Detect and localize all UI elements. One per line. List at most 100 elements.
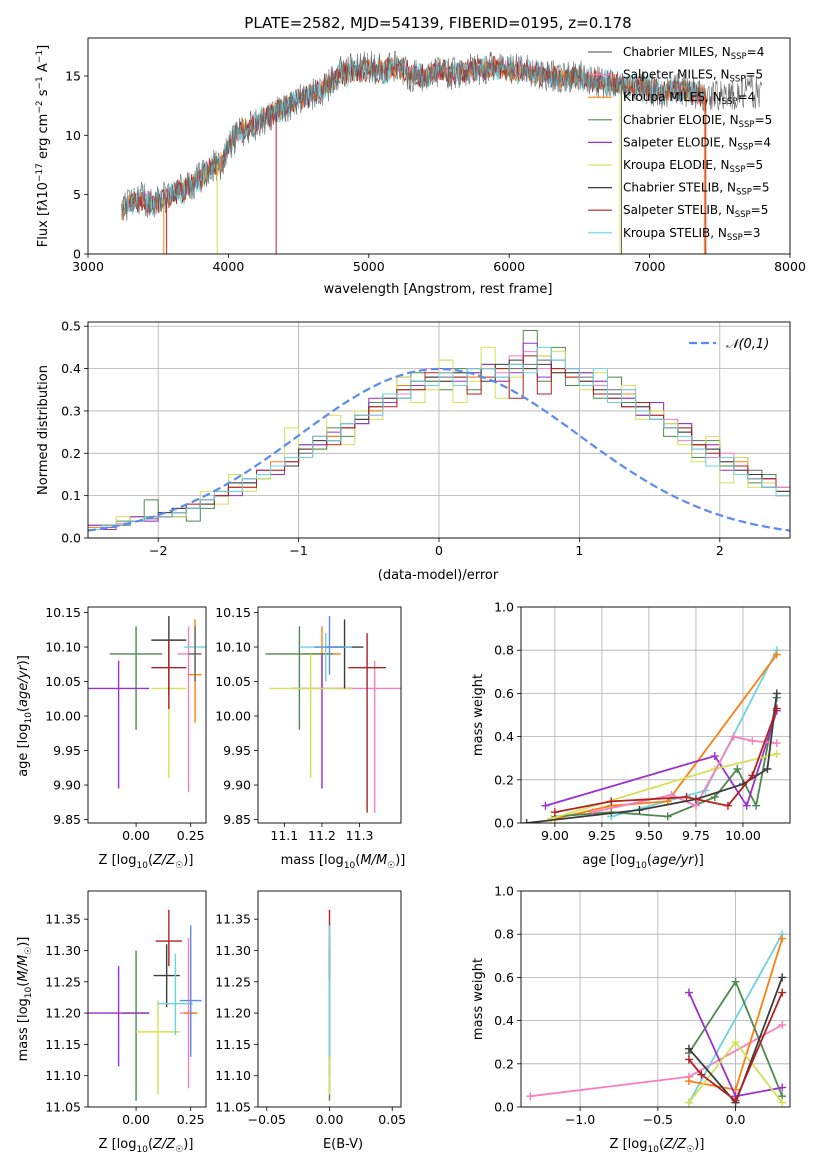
mass_vs_Z-ytick-label: 11.15 <box>45 1037 81 1052</box>
spectrum-xtick-label: 5000 <box>353 259 385 274</box>
spectrum-ytick-label: 15 <box>65 68 81 83</box>
weight_vs_Z-ytick-label: 0.2 <box>494 1056 514 1071</box>
mass-vs-Z-xlabel: Z [log10(Z/Z☉)] <box>99 1137 194 1155</box>
mass_vs_Z-ytick-label: 11.20 <box>45 1006 81 1021</box>
legend-label: Chabrier ELODIE, NSSP=5 <box>623 113 772 130</box>
weight_vs_age-marker <box>635 806 644 815</box>
weight_vs_Z-xtick-label: −0.5 <box>643 1112 673 1127</box>
residuals-ytick-label: 0.5 <box>61 319 81 334</box>
weight_vs_Z-marker <box>731 1096 740 1105</box>
weight_vs_age-ytick-label: 0.6 <box>494 686 514 701</box>
mass_vs_Z-ytick-label: 11.05 <box>45 1100 81 1115</box>
weight_vs_Z-marker <box>778 1020 787 1029</box>
weight_vs_age-marker <box>682 793 691 802</box>
weight_vs_age-marker <box>772 689 781 698</box>
legend-subscript: SSP <box>739 120 755 130</box>
weight_vs_age-ytick-label: 0.4 <box>494 729 514 744</box>
weight_vs_age-series-line <box>554 708 778 814</box>
weight_vs_age-series-line <box>526 693 778 823</box>
weight-vs-age-ylabel: mass weight <box>471 674 486 756</box>
weight_vs_age-xtick-label: 9.75 <box>682 828 710 843</box>
mass-vs-EBV-panel: −0.05 0.00 0.05 11.05 11.10 11.15 11.20 11.25 11… <box>215 890 406 1152</box>
weight-vs-Z-panel: −1.0 −0.5 0.0 0.0 0.2 0.4 0.6 0.8 1.0 Z [log10(Z… <box>471 884 791 1155</box>
residuals-ytick-label: 0.1 <box>61 488 81 503</box>
legend-value: =5 <box>745 68 763 82</box>
residuals-ytick-label: 0.2 <box>61 446 81 461</box>
mass_vs_Z-ytick-label: 11.25 <box>45 974 81 989</box>
legend-value: =3 <box>743 226 761 240</box>
weight-vs-Z-plot-area: −1.0 −0.5 0.0 0.0 0.2 0.4 0.6 0.8 1.0 <box>494 884 791 1127</box>
mass_vs_Z-xtick-label: 0.00 <box>122 1112 150 1127</box>
residuals-xtick-label: −2 <box>149 543 167 558</box>
legend-subscript: SSP <box>731 52 747 62</box>
age-vs-Z-xlabel: Z [log10(Z/Z☉)] <box>99 853 194 871</box>
weight_vs_age-marker <box>729 732 738 741</box>
weight_vs_Z-ytick-label: 0.4 <box>494 1013 514 1028</box>
spectrum-data <box>121 50 763 254</box>
age_vs_mass-data <box>265 615 401 813</box>
weight_vs_Z-marker <box>778 973 787 982</box>
weight_vs_age-xtick-label: 9.00 <box>541 828 569 843</box>
weight_vs_age-data <box>522 646 781 823</box>
age_vs_mass-ytick-label: 10.15 <box>215 605 251 620</box>
mass_vs_EBV-ytick-label: 11.10 <box>215 1068 251 1083</box>
mass_vs_Z-ytick-label: 11.30 <box>45 943 81 958</box>
weight-vs-Z-xlabel: Z [log10(Z/Z☉)] <box>610 1137 705 1155</box>
age_vs_Z-ytick-label: 10.10 <box>45 640 81 655</box>
mass_vs_Z-ytick-label: 11.35 <box>45 912 81 927</box>
legend-subscript: SSP <box>730 75 746 85</box>
spectrum-xtick-label: 3000 <box>72 259 104 274</box>
residuals-xtick-label: 0 <box>435 543 443 558</box>
mass_vs_EBV-ytick-label: 11.25 <box>215 974 251 989</box>
spectrum-ytick-label: 10 <box>65 128 81 143</box>
mass-vs-Z-ylabel: mass [log10(M/M☉)] <box>16 937 34 1062</box>
weight-vs-age-plot-area: 9.00 9.25 9.50 9.75 10.00 0.0 0.2 0.4 0.6 0.8 1.0 <box>494 600 791 843</box>
weight_vs_age-marker <box>772 739 781 748</box>
residual-histogram <box>88 355 790 530</box>
mass-vs-EBV-xlabel: E(B-V) <box>323 1137 363 1152</box>
residuals-xtick-label: −1 <box>289 543 307 558</box>
age-vs-Z-panel: 0.00 0.25 9.85 9.90 9.95 10.00 10.05 10.10 10.15… <box>16 605 207 871</box>
weight_vs_Z-marker <box>526 1092 535 1101</box>
age_vs_mass-ytick-label: 10.00 <box>215 709 251 724</box>
weight_vs_Z-data <box>526 930 787 1107</box>
legend-subscript: SSP <box>730 165 746 175</box>
legend-value: =4 <box>747 45 765 59</box>
weight_vs_Z-marker <box>684 988 693 997</box>
weight_vs_age-marker <box>772 650 781 659</box>
spectrum-xtick-label: 7000 <box>634 259 666 274</box>
age_vs_Z-ytick-label: 10.05 <box>45 674 81 689</box>
mass-vs-Z-plot-area: 0.00 0.25 11.05 11.10 11.15 11.20 11.25 11.30 11… <box>45 890 207 1127</box>
spectrum-plot-area: 3000 4000 5000 6000 7000 8000 0 5 10 15 Chabrier M… <box>65 37 806 274</box>
age-vs-mass-panel: 11.1 11.2 11.3 9.85 9.90 9.95 10.00 10.05 10.10 1… <box>215 605 405 871</box>
age_vs_Z-ytick-label: 10.00 <box>45 709 81 724</box>
spectrum-panel: PLATE=2582, MJD=54139, FIBERID=0195, z=0… <box>35 14 806 297</box>
mass_vs_EBV-xtick-label: −0.05 <box>248 1112 286 1127</box>
weight-vs-Z-ylabel: mass weight <box>471 958 486 1040</box>
weight_vs_age-marker <box>742 801 751 810</box>
gaussian-curve <box>88 367 790 532</box>
mass_vs_EBV-ytick-label: 11.15 <box>215 1037 251 1052</box>
weight_vs_age-marker <box>663 812 672 821</box>
age_vs_Z-ytick-label: 10.15 <box>45 605 81 620</box>
legend-subscript: SSP <box>735 210 751 220</box>
mass_vs_EBV-xtick-label: 0.00 <box>316 1112 344 1127</box>
mass_vs_EBV-ytick-label: 11.30 <box>215 943 251 958</box>
residuals-data <box>88 330 790 532</box>
mass_vs_EBV-frame <box>257 890 402 1108</box>
weight_vs_age-ytick-label: 0.2 <box>494 772 514 787</box>
weight_vs_age-marker <box>723 801 732 810</box>
weight_vs_age-marker <box>772 704 781 713</box>
weight_vs_age-marker <box>547 814 556 823</box>
weight_vs_Z-ytick-label: 0.6 <box>494 970 514 985</box>
weight_vs_age-ytick-label: 1.0 <box>494 600 514 615</box>
spectrum-ytick-label: 0 <box>73 247 81 262</box>
mass_vs_Z-ytick-label: 11.10 <box>45 1068 81 1083</box>
age_vs_Z-ytick-label: 9.95 <box>53 743 81 758</box>
weight_vs_age-xtick-label: 10.00 <box>725 828 761 843</box>
legend-label: Kroupa ELODIE, NSSP=5 <box>623 158 763 175</box>
weight_vs_Z-marker <box>684 1098 693 1107</box>
mass_vs_EBV-ytick-label: 11.35 <box>215 912 251 927</box>
weight_vs_Z-xtick-label: 0.0 <box>726 1112 746 1127</box>
